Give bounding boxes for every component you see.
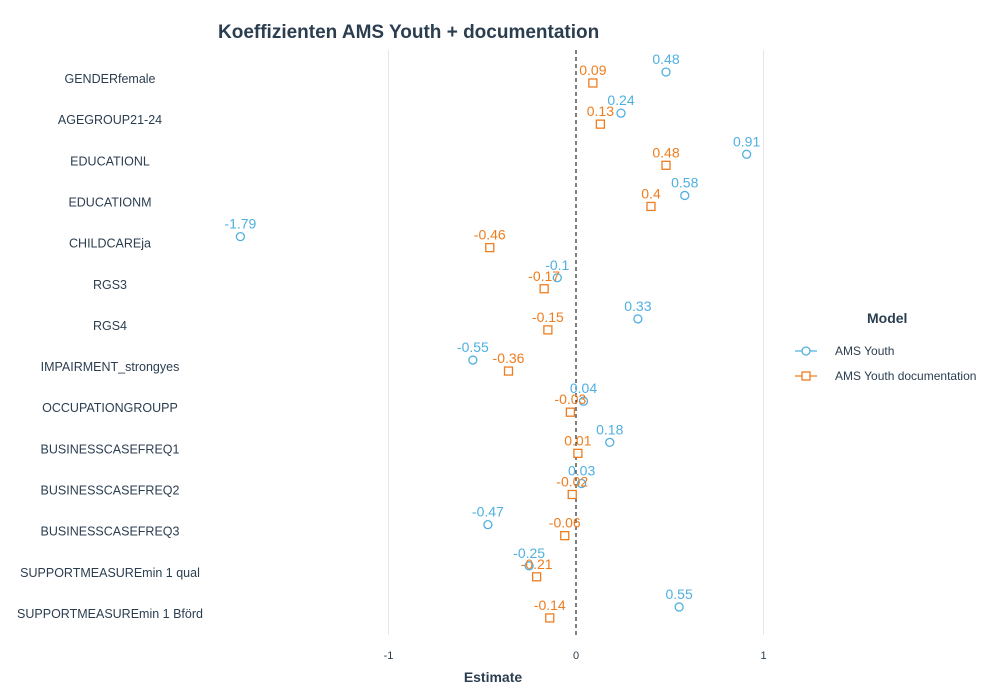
value-labels: 0.48 0.24 0.91 0.58 -1.79 -0.1 0.33 -0.55 0.04 0.… bbox=[224, 51, 760, 613]
value-label-ams-youth-documentation: -0.14 bbox=[534, 597, 566, 613]
category-label: EDUCATIONM bbox=[68, 195, 151, 209]
point-ams-youth bbox=[741, 149, 752, 159]
value-label-ams-youth: -1.79 bbox=[224, 216, 256, 232]
point-ams-youth bbox=[552, 273, 562, 283]
value-label-ams-youth-documentation: 0.48 bbox=[652, 144, 679, 160]
value-label-ams-youth-documentation: -0.36 bbox=[493, 350, 525, 366]
value-label-ams-youth: 0.55 bbox=[666, 586, 693, 602]
value-label-ams-youth-documentation: 0.13 bbox=[587, 103, 614, 119]
value-label-ams-youth: 0.04 bbox=[570, 380, 597, 396]
value-label-ams-youth-documentation: -0.17 bbox=[528, 268, 560, 284]
value-label-ams-youth: 0.58 bbox=[671, 174, 698, 190]
value-label-ams-youth-documentation: -0.06 bbox=[549, 515, 581, 531]
point-ams-youth-documentation bbox=[573, 448, 583, 459]
value-label-ams-youth: 0.24 bbox=[607, 92, 634, 108]
value-label-ams-youth-documentation: 0.4 bbox=[641, 185, 661, 201]
category-label: EDUCATIONL bbox=[70, 154, 150, 168]
value-label-ams-youth: 0.91 bbox=[733, 133, 760, 149]
point-ams-youth-documentation bbox=[567, 489, 577, 500]
x-tick-label: 0 bbox=[573, 650, 579, 662]
value-label-ams-youth-documentation: -0.21 bbox=[521, 556, 553, 572]
x-tick-labels: -1 0 1 bbox=[384, 650, 767, 662]
legend-label: AMS Youth bbox=[835, 344, 894, 358]
category-label: RGS4 bbox=[93, 319, 127, 333]
point-ams-youth bbox=[680, 190, 690, 201]
value-label-ams-youth-documentation: -0.03 bbox=[554, 391, 586, 407]
category-label: BUSINESSCASEFREQ3 bbox=[41, 525, 180, 539]
x-tick-label: 1 bbox=[760, 650, 766, 662]
point-ams-youth-documentation bbox=[588, 78, 598, 88]
point-ams-youth-documentation bbox=[646, 201, 656, 212]
value-label-ams-youth-documentation: 0.09 bbox=[579, 62, 606, 78]
point-ams-youth bbox=[578, 396, 589, 406]
category-label: IMPAIRMENT_strongyes bbox=[41, 360, 180, 374]
value-label-ams-youth: 0.18 bbox=[596, 421, 623, 437]
category-label: SUPPORTMEASUREmin 1 qual bbox=[20, 566, 200, 580]
point-ams-youth-documentation bbox=[661, 160, 671, 170]
value-label-ams-youth: -0.47 bbox=[472, 504, 504, 520]
value-label-ams-youth: 0.33 bbox=[624, 298, 651, 314]
point-ams-youth bbox=[661, 67, 671, 77]
point-ams-youth-documentation bbox=[565, 407, 576, 417]
point-ams-youth bbox=[235, 231, 246, 242]
point-ams-youth bbox=[616, 108, 626, 118]
point-ams-youth bbox=[674, 602, 684, 612]
value-label-ams-youth: 0.48 bbox=[652, 51, 679, 67]
x-tick-label: -1 bbox=[384, 650, 394, 662]
point-ams-youth-documentation bbox=[543, 325, 553, 335]
legend-swatch-square bbox=[801, 371, 811, 381]
legend: Model AMS Youth AMS Youth documentation bbox=[795, 310, 976, 383]
grid-lines bbox=[388, 50, 764, 635]
value-label-ams-youth: -0.55 bbox=[457, 339, 489, 355]
value-label-ams-youth: 0.03 bbox=[568, 463, 595, 479]
category-label: BUSINESSCASEFREQ1 bbox=[41, 442, 180, 456]
legend-label: AMS Youth documentation bbox=[835, 369, 976, 383]
point-ams-youth bbox=[633, 314, 643, 324]
value-label-ams-youth-documentation: -0.15 bbox=[532, 309, 564, 325]
category-label: SUPPORTMEASUREmin 1 Bförd bbox=[17, 607, 203, 621]
point-ams-youth-documentation bbox=[539, 284, 549, 294]
point-ams-youth-documentation bbox=[503, 366, 514, 376]
category-label: CHILDCAREja bbox=[69, 237, 151, 251]
point-ams-youth bbox=[524, 561, 534, 571]
data-points bbox=[235, 67, 752, 623]
legend-title: Model bbox=[867, 310, 907, 326]
value-label-ams-youth: -0.25 bbox=[513, 545, 545, 561]
value-label-ams-youth-documentation: -0.02 bbox=[556, 474, 588, 490]
value-label-ams-youth-documentation: 0.01 bbox=[564, 432, 591, 448]
point-ams-youth-documentation bbox=[545, 613, 555, 623]
x-axis-title: Estimate bbox=[464, 669, 523, 685]
chart-title: Koeffizienten AMS Youth + documentation bbox=[218, 22, 599, 43]
category-label: GENDERfemale bbox=[65, 72, 156, 86]
point-ams-youth-documentation bbox=[595, 119, 606, 129]
category-label: RGS3 bbox=[93, 278, 127, 292]
point-ams-youth-documentation bbox=[531, 572, 542, 582]
point-ams-youth-documentation bbox=[485, 242, 495, 253]
value-label-ams-youth-documentation: -0.46 bbox=[474, 227, 506, 243]
point-ams-youth bbox=[468, 355, 478, 365]
category-label: AGEGROUP21-24 bbox=[58, 113, 162, 127]
point-ams-youth-documentation bbox=[560, 531, 570, 541]
category-label: BUSINESSCASEFREQ2 bbox=[41, 484, 180, 498]
point-ams-youth bbox=[483, 520, 493, 530]
category-label: OCCUPATIONGROUPP bbox=[42, 401, 178, 415]
point-ams-youth bbox=[576, 478, 587, 489]
category-labels: GENDERfemale AGEGROUP21-24 EDUCATIONL EDUCA… bbox=[17, 72, 203, 621]
legend-swatch-circle bbox=[801, 346, 811, 356]
value-label-ams-youth: -0.1 bbox=[545, 257, 569, 273]
point-ams-youth bbox=[605, 437, 615, 448]
